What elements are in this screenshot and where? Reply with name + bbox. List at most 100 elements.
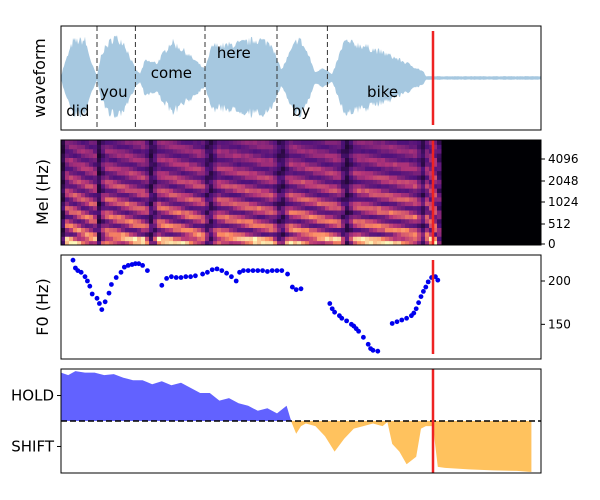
mel-cell bbox=[253, 214, 258, 220]
mel-cell bbox=[289, 175, 294, 180]
mel-cell bbox=[425, 231, 430, 237]
mel-cell bbox=[189, 148, 194, 154]
mel-cell bbox=[185, 210, 190, 215]
mel-cell bbox=[245, 183, 250, 189]
mel-cell bbox=[157, 140, 162, 145]
mel-cell bbox=[145, 188, 150, 193]
mel-cell bbox=[349, 192, 354, 198]
mel-cell bbox=[433, 144, 438, 150]
mel-cell bbox=[93, 175, 98, 180]
mel-cell bbox=[277, 140, 282, 145]
mel-cell bbox=[433, 148, 438, 154]
mel-cell bbox=[101, 166, 106, 172]
mel-cell bbox=[409, 201, 414, 207]
mel-cell bbox=[201, 192, 206, 198]
mel-cell bbox=[329, 140, 334, 145]
mel-cell bbox=[233, 223, 238, 228]
mel-cell bbox=[373, 205, 378, 211]
mel-cell bbox=[385, 170, 390, 176]
mel-cell bbox=[101, 179, 106, 185]
mel-cell bbox=[77, 183, 82, 189]
mel-cell bbox=[73, 161, 78, 167]
mel-cell bbox=[265, 183, 270, 189]
mel-cell bbox=[77, 157, 82, 163]
mel-cell bbox=[437, 170, 442, 176]
f0-point bbox=[423, 284, 429, 290]
mel-cell bbox=[169, 240, 174, 245]
mel-cell bbox=[269, 227, 274, 233]
mel-cell bbox=[385, 183, 390, 189]
mel-cell bbox=[65, 227, 70, 233]
mel-cell bbox=[373, 179, 378, 185]
mel-cell bbox=[393, 148, 398, 154]
mel-cell bbox=[325, 166, 330, 172]
mel-cell bbox=[97, 148, 102, 154]
mel-cell bbox=[185, 227, 190, 233]
mel-cell bbox=[65, 140, 70, 145]
mel-cell bbox=[413, 188, 418, 193]
mel-cell bbox=[105, 188, 110, 193]
mel-cell bbox=[393, 196, 398, 202]
mel-cell bbox=[349, 157, 354, 163]
mel-cell bbox=[245, 148, 250, 154]
f0-point bbox=[159, 282, 165, 288]
mel-cell bbox=[321, 140, 326, 145]
mel-cell bbox=[205, 192, 210, 198]
mel-cell bbox=[353, 210, 358, 215]
mel-cell bbox=[277, 223, 282, 228]
mel-cell bbox=[397, 188, 402, 193]
mel-cell bbox=[69, 223, 74, 228]
mel-cell bbox=[233, 148, 238, 154]
mel-cell bbox=[229, 157, 234, 163]
mel-cell bbox=[361, 231, 366, 237]
mel-cell bbox=[185, 157, 190, 163]
mel-cell bbox=[401, 236, 406, 242]
mel-cell bbox=[121, 179, 126, 185]
mel-cell bbox=[361, 236, 366, 242]
mel-cell bbox=[405, 236, 410, 242]
mel-cell bbox=[217, 157, 222, 163]
mel-cell bbox=[417, 188, 422, 193]
mel-cell bbox=[313, 148, 318, 154]
mel-cell bbox=[205, 161, 210, 167]
mel-cell bbox=[365, 183, 370, 189]
mel-cell bbox=[173, 175, 178, 180]
mel-cell bbox=[253, 236, 258, 242]
mel-cell bbox=[317, 166, 322, 172]
mel-y-tick-label: 1024 bbox=[548, 195, 579, 209]
mel-cell bbox=[425, 179, 430, 185]
mel-cell bbox=[369, 196, 374, 202]
mel-cell bbox=[137, 144, 142, 150]
mel-cell bbox=[261, 214, 266, 220]
mel-cell bbox=[369, 153, 374, 158]
mel-cell bbox=[105, 223, 110, 228]
mel-cell bbox=[289, 201, 294, 207]
mel-cell bbox=[333, 175, 338, 180]
mel-cell bbox=[385, 227, 390, 233]
mel-cell bbox=[201, 153, 206, 158]
mel-cell bbox=[189, 214, 194, 220]
mel-cell bbox=[125, 205, 130, 211]
mel-cell bbox=[81, 144, 86, 150]
mel-cell bbox=[433, 210, 438, 215]
mel-cell bbox=[257, 188, 262, 193]
mel-cell bbox=[421, 240, 426, 245]
mel-cell bbox=[165, 240, 170, 245]
mel-cell bbox=[181, 227, 186, 233]
mel-cell bbox=[105, 236, 110, 242]
mel-cell bbox=[229, 183, 234, 189]
mel-cell bbox=[205, 153, 210, 158]
mel-cell bbox=[221, 210, 226, 215]
mel-cell bbox=[125, 153, 130, 158]
mel-cell bbox=[273, 175, 278, 180]
mel-cell bbox=[353, 148, 358, 154]
mel-cell bbox=[89, 205, 94, 211]
mel-cell bbox=[105, 192, 110, 198]
mel-cell bbox=[209, 166, 214, 172]
mel-cell bbox=[345, 170, 350, 176]
mel-cell bbox=[121, 214, 126, 220]
mel-cell bbox=[173, 210, 178, 215]
mel-cell bbox=[109, 227, 114, 233]
mel-cell bbox=[257, 161, 262, 167]
mel-cell bbox=[93, 179, 98, 185]
